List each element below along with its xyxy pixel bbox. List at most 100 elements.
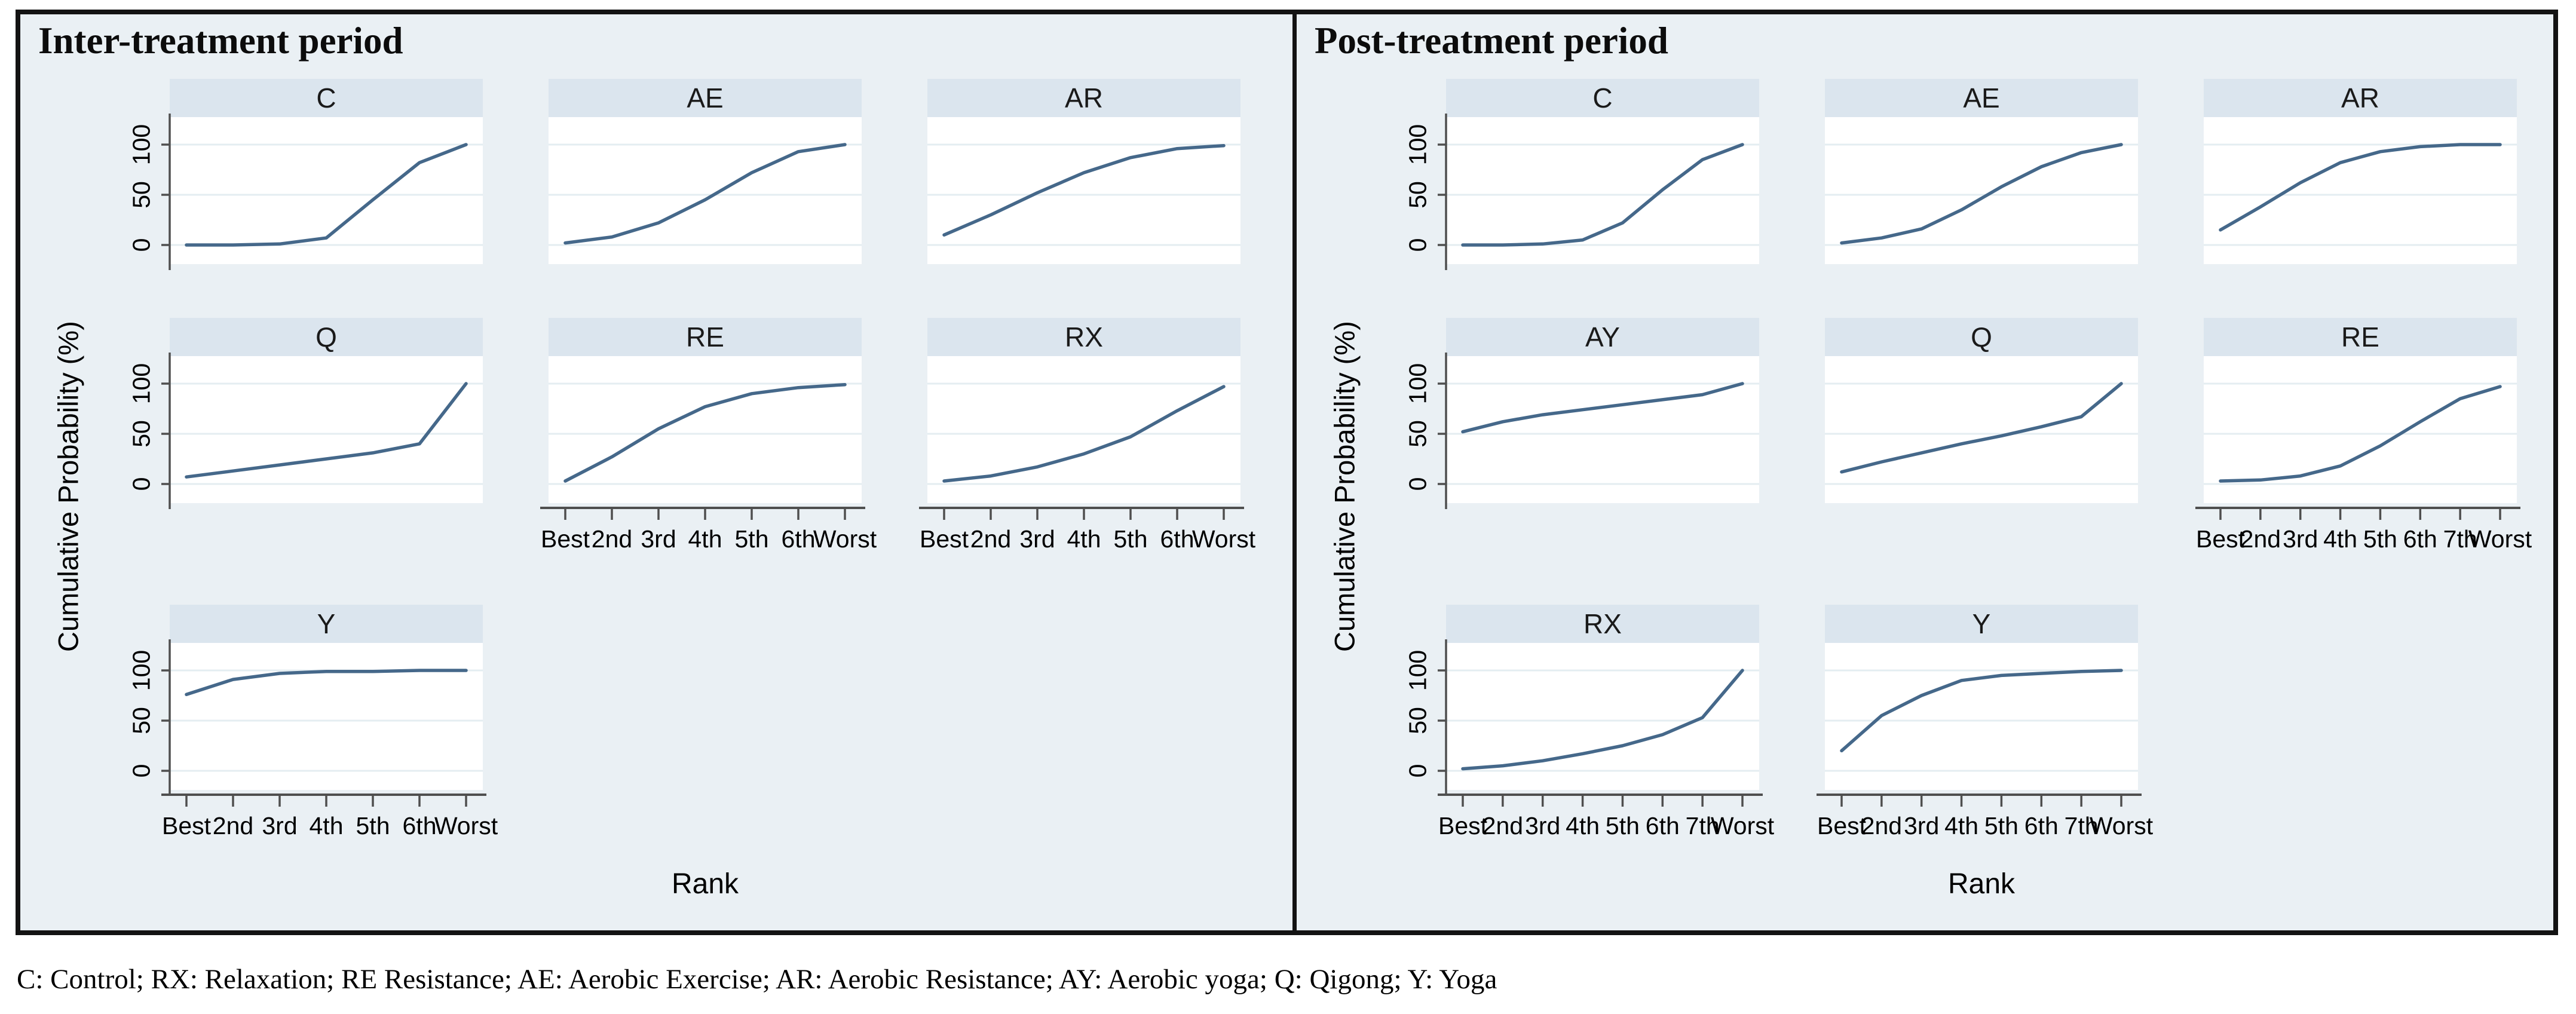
subplot-AR: AR	[2204, 79, 2517, 274]
facet-header-Q: Q	[1825, 318, 2138, 356]
y-tick-label-50: 50	[127, 420, 155, 448]
y-tick-label-50: 50	[1404, 707, 1431, 734]
line-Y	[1840, 669, 2123, 753]
line-AE	[1840, 143, 2123, 245]
plot-area-AR	[2204, 117, 2517, 264]
facet-header-Y: Y	[1825, 605, 2138, 643]
y-tick-label-50: 50	[1404, 420, 1431, 448]
facet-header-AR: AR	[2204, 79, 2517, 117]
y-tick-label-0: 0	[1404, 238, 1431, 252]
x-tick-label-2nd: 2nd	[592, 525, 632, 553]
facet-header-C: C	[1446, 79, 1759, 117]
x-tick-label-Worst: Worst	[2090, 812, 2154, 840]
subplot-AE: AE	[1825, 79, 2138, 274]
y-tick-label-50: 50	[127, 181, 155, 209]
subplot-C: C 0 50 100	[1404, 79, 1759, 274]
subplot-RE: RE Best 2nd 3rd 4th 5th 6th 7th Worst	[2195, 318, 2532, 575]
subplot-AE: AE	[549, 79, 862, 274]
plot-area-RE	[549, 356, 862, 503]
x-tick-label-4th: 4th	[310, 812, 344, 840]
x-tick-label-7th: 7th	[2443, 525, 2477, 553]
x-tick-label-5th: 5th	[2363, 525, 2397, 553]
y-tick-label-0: 0	[127, 477, 155, 491]
line-AR	[942, 143, 1226, 237]
facet-plot-AE	[549, 117, 862, 264]
x-axis-title: Rank	[671, 868, 739, 900]
facet-plot-AR	[2204, 117, 2517, 264]
plot-area-AE	[549, 117, 862, 264]
y-tick-label-100: 100	[127, 650, 155, 691]
x-tick-label-6th: 6th	[1160, 525, 1194, 553]
line-Q	[1840, 382, 2123, 474]
y-tick-label-100: 100	[1404, 650, 1431, 691]
x-tick-label-Best: Best	[162, 812, 212, 840]
plot-area-Y	[1825, 643, 2138, 790]
x-tick-label-2nd: 2nd	[2240, 525, 2281, 553]
x-tick-label-Worst: Worst	[2468, 525, 2532, 553]
x-tick-label-2nd: 2nd	[213, 812, 253, 840]
facet-header-Q: Q	[170, 318, 483, 356]
y-tick-label-100: 100	[1404, 363, 1431, 404]
x-tick-label-4th: 4th	[1067, 525, 1101, 553]
facet-header-AE: AE	[1825, 79, 2138, 117]
y-tick-label-0: 0	[127, 238, 155, 252]
plot-area-C	[1446, 117, 1759, 264]
y-tick-label-0: 0	[1404, 764, 1431, 778]
panel-title: Post-treatment period	[1315, 20, 1668, 62]
x-tick-label-Worst: Worst	[813, 525, 877, 553]
subplot-AY: AY 0 50 100	[1404, 318, 1759, 513]
plot-area-RX	[927, 356, 1240, 503]
x-tick-label-Worst: Worst	[1192, 525, 1256, 553]
line-RX	[942, 385, 1226, 483]
facet-header-RX: RX	[1446, 605, 1759, 643]
x-tick-label-4th: 4th	[1566, 812, 1600, 840]
subplot-Y: Y 0 50 100 Best 2nd 3rd 4th 5th 6th Worst	[127, 605, 498, 862]
panel-post-treatment: Post-treatment period Cumulative Probabil…	[1297, 14, 2553, 930]
x-tick-label-6th: 6th	[403, 812, 437, 840]
plot-area-C	[170, 117, 483, 264]
line-AE	[563, 143, 847, 245]
panel-title: Inter-treatment period	[38, 20, 403, 62]
x-tick-label-3rd: 3rd	[1904, 812, 1939, 840]
line-AY	[1461, 382, 1744, 434]
x-tick-label-6th: 6th	[1646, 812, 1680, 840]
subplot-AR: AR	[927, 79, 1240, 274]
plot-area-AE	[1825, 117, 2138, 264]
facet-header-AY: AY	[1446, 318, 1759, 356]
line-Y	[185, 669, 468, 697]
facet-header-RE: RE	[2204, 318, 2517, 356]
x-tick-label-5th: 5th	[735, 525, 769, 553]
x-tick-label-3rd: 3rd	[262, 812, 297, 840]
panel-inter-treatment: Inter-treatment period Cumulative Probabi…	[20, 14, 1292, 930]
x-tick-label-Best: Best	[541, 525, 590, 553]
line-AR	[2219, 143, 2502, 232]
facet-plot-Q: 0 50 100	[127, 353, 483, 509]
figure-caption: C: Control; RX: Relaxation; RE Resistanc…	[17, 964, 1497, 995]
x-tick-label-3rd: 3rd	[641, 525, 676, 553]
plot-area-AR	[927, 117, 1240, 264]
line-RE	[2219, 385, 2502, 483]
x-tick-label-5th: 5th	[1114, 525, 1148, 553]
x-tick-label-7th: 7th	[1686, 812, 1720, 840]
line-C	[185, 143, 468, 247]
x-tick-label-Best: Best	[1817, 812, 1867, 840]
x-tick-label-3rd: 3rd	[1019, 525, 1055, 553]
facet-plot-AE	[1825, 117, 2138, 264]
x-tick-label-4th: 4th	[1944, 812, 1978, 840]
facet-header-RE: RE	[549, 318, 862, 356]
x-tick-label-Best: Best	[920, 525, 969, 553]
x-tick-label-5th: 5th	[1606, 812, 1640, 840]
subplot-Q: Q	[1825, 318, 2138, 513]
x-tick-label-4th: 4th	[2323, 525, 2357, 553]
y-tick-label-50: 50	[127, 707, 155, 734]
facet-plot-C: 0 50 100	[127, 114, 483, 270]
x-tick-label-4th: 4th	[688, 525, 722, 553]
facet-header-RX: RX	[927, 318, 1240, 356]
line-C	[1461, 143, 1744, 247]
facet-plot-C: 0 50 100	[1404, 114, 1759, 270]
